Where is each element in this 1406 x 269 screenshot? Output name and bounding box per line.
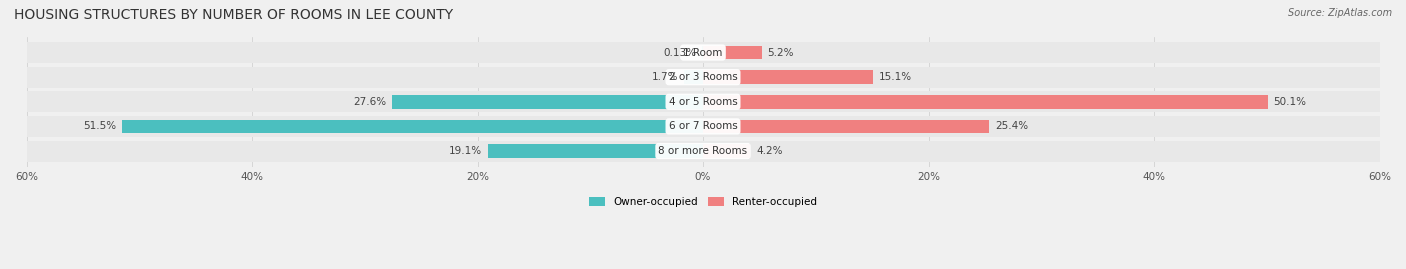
Text: 25.4%: 25.4% (995, 121, 1028, 132)
Text: 50.1%: 50.1% (1274, 97, 1306, 107)
Bar (27, 67, 1379, 88)
Bar (392, 95, 703, 109)
Text: 6 or 7 Rooms: 6 or 7 Rooms (669, 121, 737, 132)
Bar (488, 144, 703, 158)
Bar (27, 141, 1379, 161)
Text: 1.7%: 1.7% (652, 72, 678, 82)
Bar (702, 46, 703, 59)
Text: 15.1%: 15.1% (879, 72, 912, 82)
Legend: Owner-occupied, Renter-occupied: Owner-occupied, Renter-occupied (585, 193, 821, 211)
Bar (27, 42, 1379, 63)
Bar (703, 95, 1268, 109)
Text: Source: ZipAtlas.com: Source: ZipAtlas.com (1288, 8, 1392, 18)
Bar (27, 116, 1379, 137)
Bar (703, 46, 762, 59)
Text: 4 or 5 Rooms: 4 or 5 Rooms (669, 97, 737, 107)
Text: HOUSING STRUCTURES BY NUMBER OF ROOMS IN LEE COUNTY: HOUSING STRUCTURES BY NUMBER OF ROOMS IN… (14, 8, 453, 22)
Bar (27, 91, 1379, 112)
Bar (703, 70, 873, 84)
Bar (703, 144, 751, 158)
Text: 27.6%: 27.6% (353, 97, 387, 107)
Bar (683, 70, 703, 84)
Text: 4.2%: 4.2% (756, 146, 783, 156)
Text: 51.5%: 51.5% (83, 121, 117, 132)
Text: 1 Room: 1 Room (683, 48, 723, 58)
Bar (122, 120, 703, 133)
Bar (703, 120, 990, 133)
Text: 2 or 3 Rooms: 2 or 3 Rooms (669, 72, 737, 82)
Text: 8 or more Rooms: 8 or more Rooms (658, 146, 748, 156)
Text: 0.13%: 0.13% (662, 48, 696, 58)
Text: 5.2%: 5.2% (768, 48, 794, 58)
Text: 19.1%: 19.1% (449, 146, 482, 156)
